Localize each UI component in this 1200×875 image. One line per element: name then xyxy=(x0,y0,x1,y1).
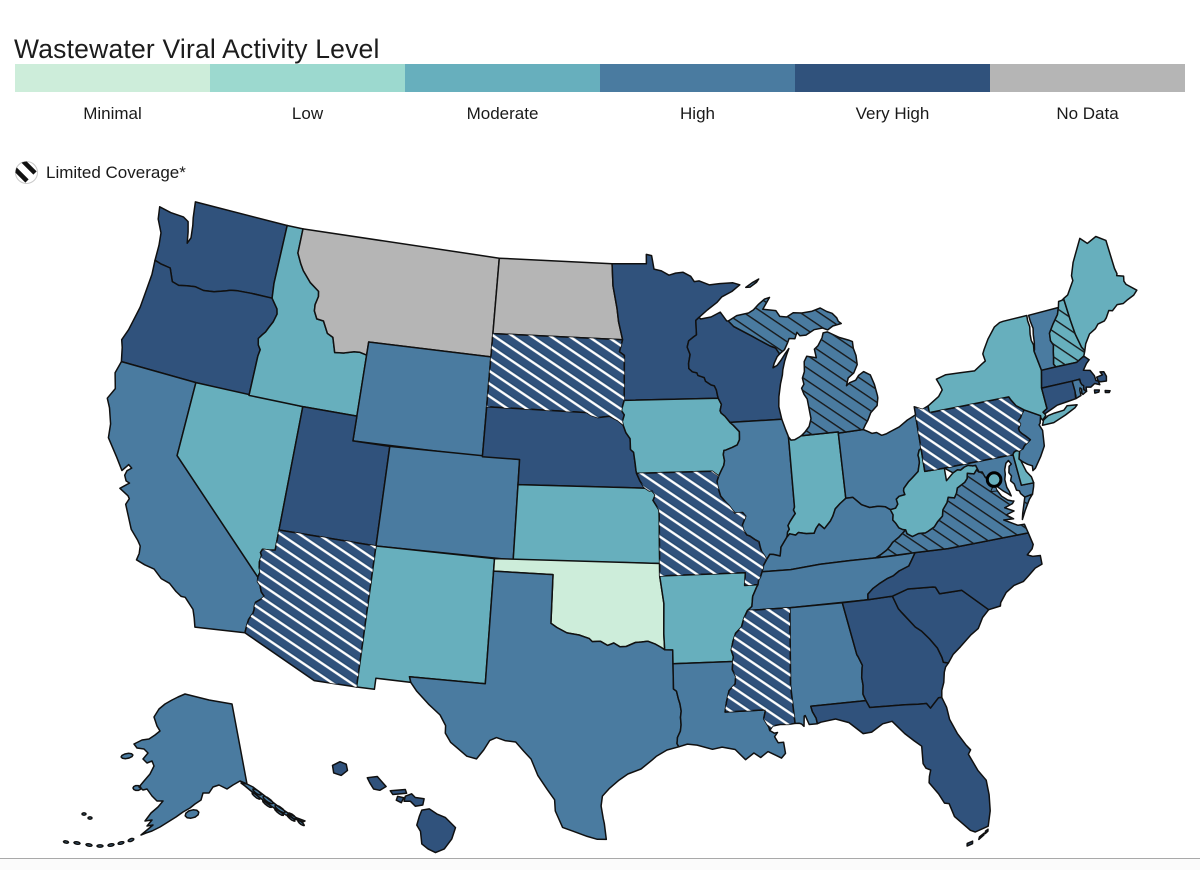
bottom-strip xyxy=(0,859,1200,870)
legend-label-high: High xyxy=(680,104,715,123)
legend-label-no-data: No Data xyxy=(1056,104,1119,123)
state-maine[interactable] xyxy=(1062,235,1138,352)
legend-swatch-high xyxy=(600,64,795,92)
legend-labels: Minimal Low Moderate High Very High No D… xyxy=(15,104,1185,124)
state-hawaii[interactable] xyxy=(331,760,457,854)
legend-label-moderate: Moderate xyxy=(466,104,539,123)
state-kansas[interactable] xyxy=(512,483,661,565)
page-title: Wastewater Viral Activity Level xyxy=(14,33,380,64)
state-florida[interactable] xyxy=(810,696,991,847)
state-connecticut[interactable] xyxy=(1040,380,1077,415)
state-new-mexico[interactable] xyxy=(355,545,496,691)
state-wyoming[interactable] xyxy=(352,341,492,458)
state-alaska[interactable] xyxy=(62,693,306,848)
bottom-divider xyxy=(0,858,1200,859)
legend-swatch-no-data xyxy=(990,64,1185,92)
state-texas[interactable] xyxy=(408,570,682,841)
limited-coverage-key: Limited Coverage* xyxy=(15,161,186,184)
legend-label-minimal: Minimal xyxy=(83,104,142,123)
legend-swatch-moderate xyxy=(405,64,600,92)
state-colorado[interactable] xyxy=(375,445,521,561)
hatched-circle-icon xyxy=(15,161,38,184)
legend-label-very-high: Very High xyxy=(855,104,930,123)
limited-coverage-label: Limited Coverage* xyxy=(46,162,186,182)
legend-label-low: Low xyxy=(291,104,324,123)
activity-level-legend: Minimal Low Moderate High Very High No D… xyxy=(15,64,1185,124)
states-layer xyxy=(62,201,1138,854)
legend-swatch-very-high xyxy=(795,64,990,92)
state-north-dakota[interactable] xyxy=(492,257,624,341)
legend-swatch-low xyxy=(210,64,405,92)
legend-color-bar xyxy=(15,64,1185,92)
state-arizona[interactable] xyxy=(244,529,377,688)
legend-swatch-minimal xyxy=(15,64,210,92)
dc-marker[interactable] xyxy=(985,471,1003,493)
